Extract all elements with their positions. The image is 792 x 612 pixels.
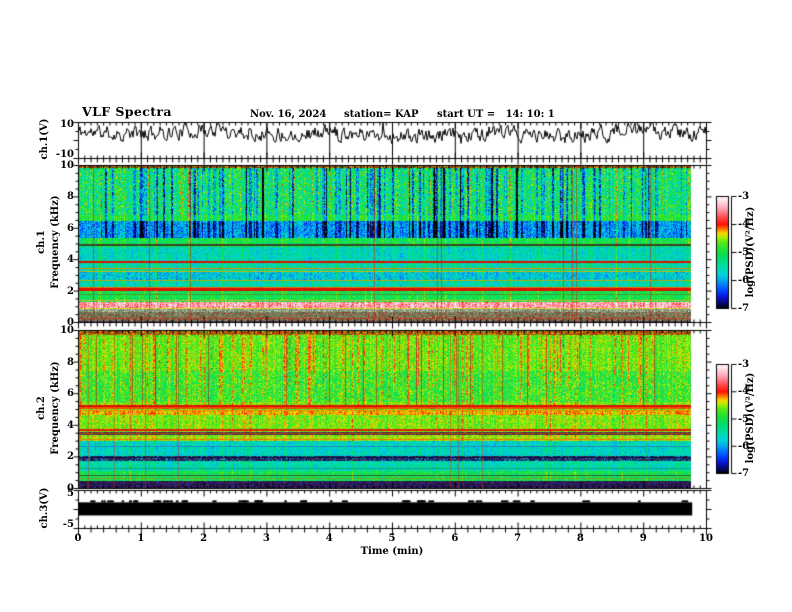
colorbar2-tick-label: -6 <box>738 440 750 452</box>
x-tick-label: 6 <box>451 533 459 544</box>
ch1-frequency-axis-label: Frequency (kHz) <box>50 195 61 289</box>
ch1-wave-ytick-label: -10 <box>55 149 74 160</box>
x-tick-label: 4 <box>325 533 333 544</box>
colorbar2-tick-label: -3 <box>738 359 750 370</box>
ch2-freq-ytick-label: 2 <box>67 451 74 463</box>
colorbar1-tick-label: -4 <box>738 219 750 230</box>
page-title: VLF Spectra <box>82 104 172 119</box>
ch2-freq-ytick-label: 10 <box>60 325 74 336</box>
x-tick-label: 8 <box>576 533 584 544</box>
x-tick-label: 0 <box>74 533 82 544</box>
colorbar2-tick-label: -4 <box>738 386 750 398</box>
ch1-voltage-axis-label: ch.1(V) <box>39 118 50 160</box>
ch1-freq-ytick-label: 2 <box>67 285 74 297</box>
ch1-freq-ytick-label: 8 <box>67 191 74 203</box>
ch1-freq-ytick-label: 4 <box>67 254 74 266</box>
ch2-channel-label: ch.2 <box>36 396 47 420</box>
colorbar1-tick-label: -6 <box>738 275 750 286</box>
date-label: Nov. 16, 2024 <box>250 109 327 120</box>
x-tick-label: 2 <box>200 533 208 544</box>
start-ut-label: start UT = 14: 10: 1 <box>437 109 555 120</box>
ch1-freq-ytick-label: 0 <box>67 317 74 328</box>
ch2-freq-ytick-label: 8 <box>67 356 74 368</box>
ch1-freq-ytick-label: 10 <box>60 160 74 171</box>
colorbar2-tick-label: -5 <box>738 413 750 425</box>
x-tick-label: 3 <box>262 533 270 544</box>
ch1-freq-ytick-label: 6 <box>67 222 74 234</box>
colorbar2-tick-label: -7 <box>738 468 750 479</box>
colorbar1-tick-label: -3 <box>738 191 750 202</box>
colorbar1-tick-label: -7 <box>738 303 750 314</box>
ch2-freq-ytick-label: 4 <box>67 419 74 431</box>
colorbar1-tick-label: -5 <box>738 247 750 258</box>
station-label: station= KAP <box>344 109 419 120</box>
x-tick-label: 1 <box>137 533 145 544</box>
ch3-wave-ytick-label: 5 <box>67 488 74 499</box>
ch2-frequency-axis-label: Frequency (kHz) <box>50 361 61 455</box>
time-axis-label: Time (min) <box>360 546 424 557</box>
ch2-freq-ytick-label: 0 <box>67 483 74 494</box>
x-tick-label: 10 <box>699 533 713 544</box>
ch3-voltage-axis-label: ch.3(V) <box>39 487 50 529</box>
ch3-wave-ytick-label: -5 <box>62 519 74 530</box>
x-tick-label: 5 <box>388 533 396 544</box>
ch2-freq-ytick-label: 6 <box>67 388 74 400</box>
x-tick-label: 9 <box>639 533 647 544</box>
ch1-wave-ytick-label: 10 <box>60 119 74 130</box>
x-tick-label: 7 <box>514 533 522 544</box>
ch1-channel-label: ch.1 <box>36 230 47 254</box>
